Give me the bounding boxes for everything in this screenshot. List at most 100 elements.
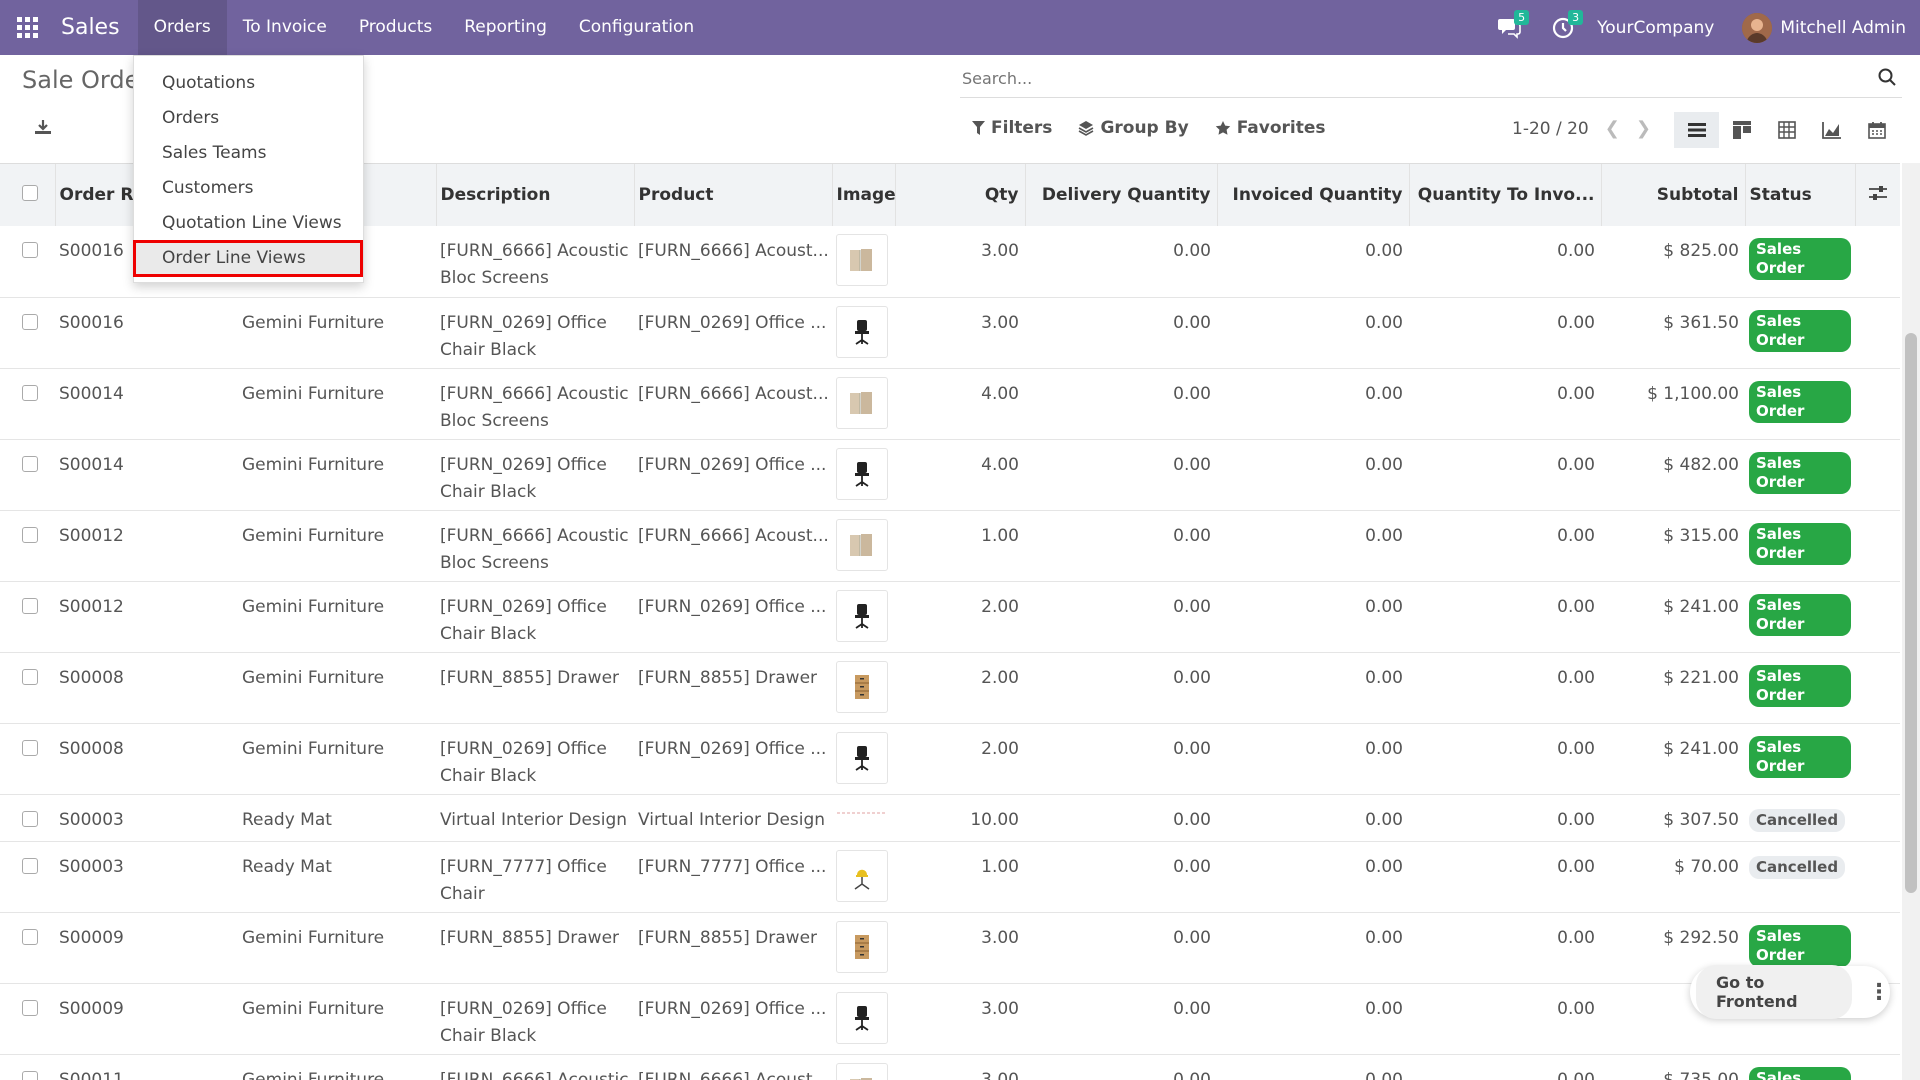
subtotal-cell: $ 735.00 — [1601, 1054, 1745, 1080]
favorites-button[interactable]: Favorites — [1215, 118, 1326, 138]
col-delivery-quantity[interactable]: Delivery Quantity — [1025, 164, 1218, 226]
table-row[interactable]: S00003 Ready Mat Virtual Interior Design Vi… — [0, 794, 1900, 842]
more-options-icon[interactable]: ⋮ — [1868, 979, 1890, 1005]
product-image — [836, 731, 888, 784]
quantity-to-invoice-cell: 0.00 — [1409, 226, 1601, 298]
search-icon[interactable] — [1878, 68, 1896, 90]
table-row[interactable]: S00012 Gemini Furniture [FURN_0269] Office… — [0, 581, 1900, 653]
calendar-view-icon[interactable] — [1854, 112, 1899, 148]
col-status[interactable]: Status — [1745, 164, 1856, 226]
row-checkbox[interactable] — [22, 597, 38, 614]
table-row[interactable]: S00008 Gemini Furniture [FURN_8855] Drawer… — [0, 652, 1900, 724]
table-row[interactable]: S00016 Gemini Furniture [FURN_0269] Office… — [0, 297, 1900, 369]
description-cell: [FURN_7777] Office Chair — [436, 841, 634, 913]
row-checkbox[interactable] — [22, 384, 38, 401]
row-checkbox[interactable] — [22, 1070, 38, 1080]
row-select-cell — [0, 581, 55, 653]
list-view-icon[interactable] — [1674, 112, 1719, 148]
graph-view-icon[interactable] — [1809, 112, 1854, 148]
subtotal-cell: $ 361.50 — [1601, 297, 1745, 369]
table-row[interactable]: S00009 Gemini Furniture [FURN_0269] Office… — [0, 983, 1900, 1055]
table-row[interactable]: S00008 Gemini Furniture [FURN_0269] Office… — [0, 723, 1900, 795]
row-checkbox[interactable] — [22, 455, 38, 472]
vertical-scrollbar[interactable] — [1902, 163, 1920, 1080]
table-row[interactable]: S00014 Gemini Furniture [FURN_6666] Acoust… — [0, 368, 1900, 440]
product-image — [836, 849, 888, 902]
row-checkbox[interactable] — [22, 928, 38, 945]
search-input[interactable] — [960, 60, 1840, 96]
description-cell: [FURN_0269] Office Chair Black — [436, 723, 634, 795]
filters-button[interactable]: Filters — [972, 118, 1052, 138]
table-row[interactable]: S00003 Ready Mat [FURN_7777] Office Chair [F… — [0, 841, 1900, 913]
invoiced-quantity-cell: 0.00 — [1217, 368, 1409, 440]
row-checkbox[interactable] — [22, 810, 38, 827]
image-cell — [832, 652, 895, 724]
row-end-cell — [1855, 841, 1900, 913]
row-checkbox[interactable] — [22, 739, 38, 756]
col-product[interactable]: Product — [634, 164, 833, 226]
user-menu[interactable]: Mitchell Admin — [1780, 17, 1906, 38]
description-line-2: Chair Black — [440, 765, 537, 786]
menu-item-quotations[interactable]: Quotations — [162, 73, 256, 93]
kanban-view-icon[interactable] — [1719, 112, 1764, 148]
pager-previous-icon[interactable]: ❮ — [1604, 118, 1620, 139]
product-cell: [FURN_6666] Acoust... — [634, 510, 832, 582]
apps-menu-icon[interactable] — [0, 0, 55, 55]
description-line-2: Bloc Screens — [440, 552, 549, 573]
qty-cell: 3.00 — [895, 912, 1025, 984]
go-to-frontend-widget: Go to Frontend ⋮ — [1690, 965, 1890, 1019]
group-by-button[interactable]: Group By — [1078, 118, 1189, 138]
menu-products[interactable]: Products — [358, 17, 433, 37]
product-image — [836, 447, 888, 500]
col-invoiced-quantity[interactable]: Invoiced Quantity — [1217, 164, 1410, 226]
subtotal-cell: $ 1,100.00 — [1601, 368, 1745, 440]
messages-icon[interactable]: 5 — [1489, 0, 1530, 55]
activities-icon[interactable]: 3 — [1543, 0, 1584, 55]
table-row[interactable]: S00014 Gemini Furniture [FURN_0269] Office… — [0, 439, 1900, 511]
row-checkbox[interactable] — [22, 668, 38, 685]
row-checkbox[interactable] — [22, 999, 38, 1016]
menu-item-customers[interactable]: Customers — [162, 178, 254, 198]
menu-item-sales-teams[interactable]: Sales Teams — [162, 143, 267, 163]
menu-reporting[interactable]: Reporting — [464, 17, 547, 37]
select-all-checkbox[interactable] — [22, 184, 38, 201]
menu-item-orders[interactable]: Orders — [162, 108, 220, 128]
row-checkbox[interactable] — [22, 526, 38, 543]
qty-cell: 2.00 — [895, 652, 1025, 724]
quantity-to-invoice-cell: 0.00 — [1409, 983, 1601, 1055]
menu-configuration[interactable]: Configuration — [578, 17, 695, 37]
col-description[interactable]: Description — [436, 164, 635, 226]
product-cell: [FURN_7777] Office ... — [634, 841, 832, 913]
row-checkbox[interactable] — [22, 242, 38, 258]
menu-to-invoice[interactable]: To Invoice — [242, 17, 327, 37]
menu-item-order-line-views[interactable]: Order Line Views — [133, 240, 363, 277]
table-row[interactable]: S00009 Gemini Furniture [FURN_8855] Drawer… — [0, 912, 1900, 984]
order-reference-cell: S00014 — [55, 439, 238, 511]
pager-value[interactable]: 1-20 / 20 — [1512, 118, 1589, 139]
app-brand[interactable]: Sales — [61, 15, 120, 40]
company-switcher[interactable]: YourCompany — [1597, 17, 1715, 38]
col-quantity-to-invoice[interactable]: Quantity To Invo... — [1409, 164, 1602, 226]
pivot-view-icon[interactable] — [1764, 112, 1809, 148]
row-checkbox[interactable] — [22, 857, 38, 874]
go-to-frontend-button[interactable]: Go to Frontend — [1696, 965, 1852, 1019]
table-row[interactable]: S00012 Gemini Furniture [FURN_6666] Acoust… — [0, 510, 1900, 582]
qty-cell: 2.00 — [895, 723, 1025, 795]
filter-icon — [972, 121, 985, 135]
row-checkbox[interactable] — [22, 313, 38, 330]
table-row[interactable]: S00011 Gemini Furniture [FURN_6666] Acoust… — [0, 1054, 1900, 1080]
pager-next-icon[interactable]: ❯ — [1635, 118, 1651, 139]
optional-columns-toggle[interactable] — [1855, 164, 1900, 226]
column-settings-icon — [1868, 185, 1887, 200]
subtotal-cell: $ 482.00 — [1601, 439, 1745, 511]
download-icon[interactable] — [34, 119, 52, 139]
col-qty[interactable]: Qty — [895, 164, 1026, 226]
menu-orders[interactable]: Orders — [137, 0, 227, 55]
col-subtotal[interactable]: Subtotal — [1601, 164, 1746, 226]
invoiced-quantity-cell: 0.00 — [1217, 841, 1409, 913]
menu-item-quotation-line-views[interactable]: Quotation Line Views — [162, 213, 342, 233]
col-image[interactable]: Image — [832, 164, 896, 226]
scrollbar-thumb[interactable] — [1905, 333, 1917, 893]
image-cell — [832, 983, 895, 1055]
user-avatar[interactable] — [1742, 12, 1773, 43]
